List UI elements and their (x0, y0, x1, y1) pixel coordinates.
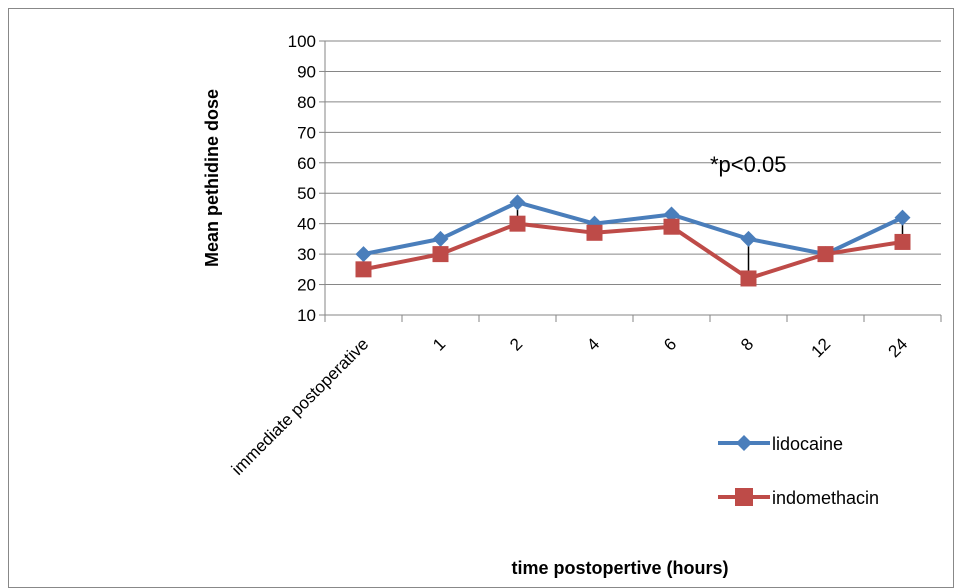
x-tick-label: 1 (429, 334, 449, 354)
legend-marker (736, 435, 752, 451)
y-tick-label: 30 (297, 245, 316, 264)
legend: lidocaine indomethacin (718, 434, 879, 508)
chart-frame (8, 8, 954, 588)
data-point-indomethacin (817, 246, 834, 263)
significance-annotation: *p<0.05 (710, 152, 786, 177)
data-point-lidocaine (355, 246, 372, 263)
y-tick-label: 80 (297, 93, 316, 112)
y-tick-label: 70 (297, 123, 316, 142)
legend-label: lidocaine (772, 434, 843, 454)
data-point-lidocaine (740, 230, 757, 247)
data-point-indomethacin (509, 215, 526, 232)
data-point-indomethacin (355, 261, 372, 278)
y-tick-label: 50 (297, 184, 316, 203)
data-point-indomethacin (894, 233, 911, 250)
data-point-indomethacin (663, 218, 680, 235)
y-tick-label: 100 (288, 32, 316, 51)
x-tick-label: 24 (885, 334, 912, 361)
y-tick-label: 90 (297, 62, 316, 81)
x-tick-label: 8 (737, 334, 757, 354)
y-tick-label: 40 (297, 215, 316, 234)
axes: 10 20 30 40 50 60 70 80 90 100 immediate postopera… (228, 32, 942, 479)
y-axis-title: Mean pethidine dose (202, 89, 222, 267)
data-point-indomethacin (586, 224, 603, 241)
labels: *p<0.05 time postopertive (hours) Mean p… (202, 89, 786, 578)
data-point-indomethacin (432, 246, 449, 263)
data-point-indomethacin (740, 270, 757, 287)
gridlines (325, 40, 941, 286)
x-axis-title: time postopertive (hours) (511, 558, 728, 578)
x-tick-label: 4 (583, 334, 603, 354)
data-point-lidocaine (509, 194, 526, 211)
x-tick-label: 12 (808, 334, 835, 361)
series-group (355, 194, 911, 287)
y-tick-label: 10 (297, 306, 316, 325)
data-point-lidocaine (432, 230, 449, 247)
y-tick-label: 20 (297, 276, 316, 295)
series-line-indomethacin (363, 221, 903, 281)
x-tick-label: 2 (506, 334, 526, 354)
x-tick-label: 6 (660, 334, 680, 354)
data-point-lidocaine (663, 206, 680, 223)
y-tick-label: 60 (297, 154, 316, 173)
legend-label: indomethacin (772, 488, 879, 508)
series-line-lidocaine (363, 200, 904, 257)
x-tick-label: immediate postoperative (228, 334, 372, 478)
data-point-lidocaine (894, 209, 911, 226)
legend-marker (735, 488, 753, 506)
